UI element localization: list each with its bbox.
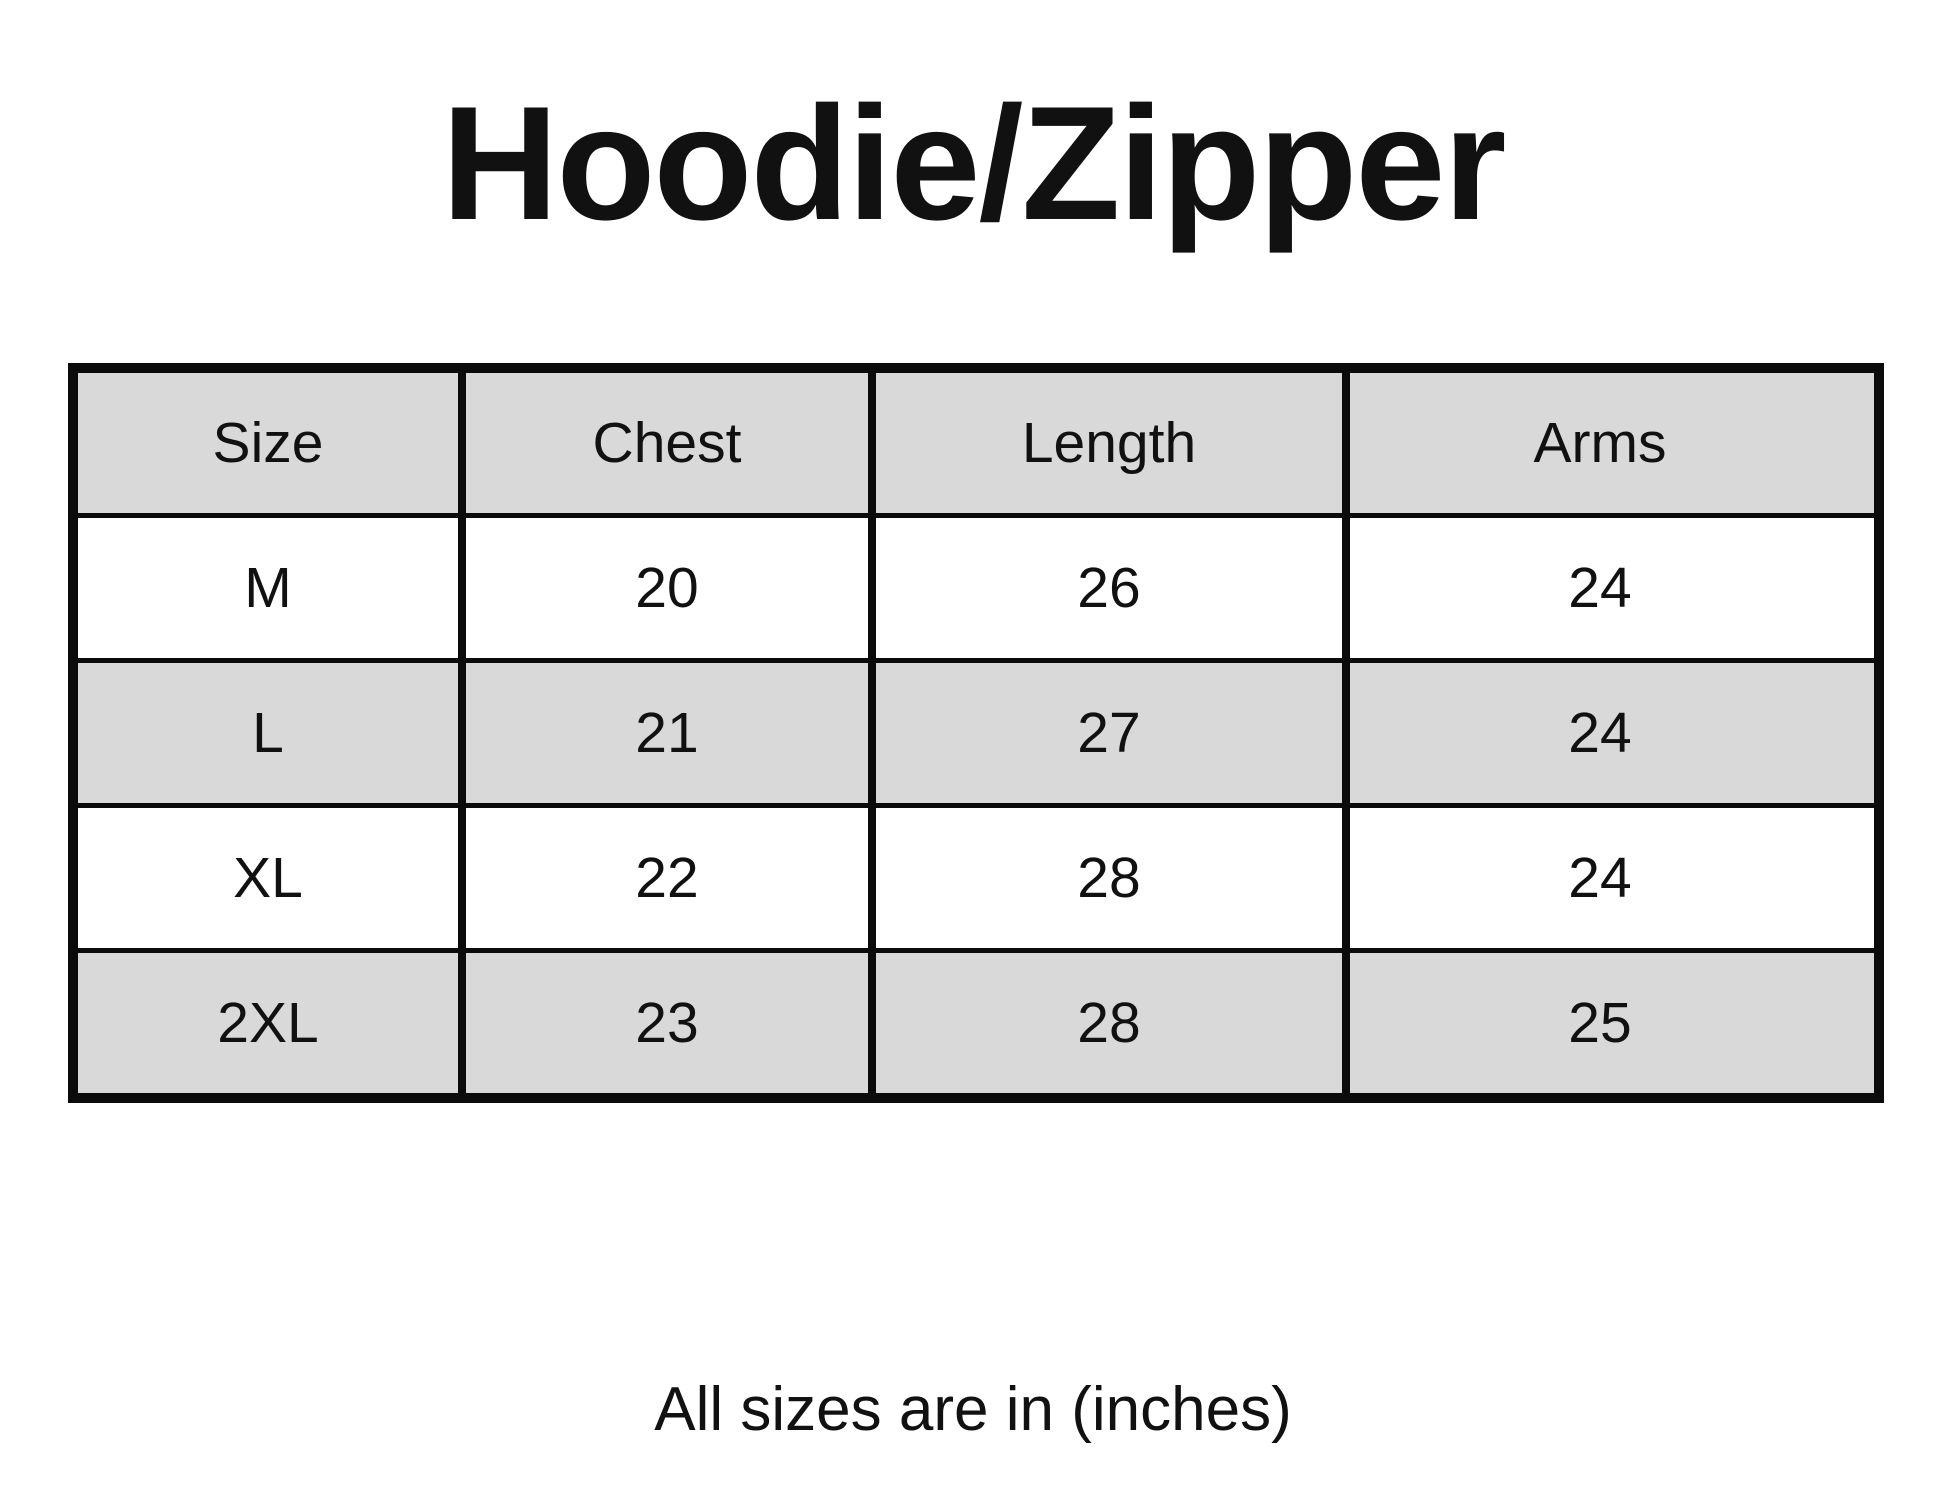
cell-xl-chest: 22 [458,808,868,948]
cell-l-chest: 21 [458,663,868,803]
header-cell-arms: Arms [1342,373,1850,513]
footer-note: All sizes are in (inches) [654,1375,1292,1444]
cell-m-chest: 20 [458,518,868,658]
cell-m-arms: 24 [1342,518,1850,658]
cell-xl-length: 28 [868,808,1342,948]
cell-m-length: 26 [868,518,1342,658]
cell-xl-size: XL [233,846,303,910]
header-cell-size: Size [212,411,324,475]
page-title: Hoodie/Zipper [441,73,1507,254]
table-row-m: M 20 26 24 [78,513,1874,658]
table-header-row: Size Chest Length Arms [78,373,1874,513]
cell-l-arms: 24 [1342,663,1850,803]
table-row-2xl: 2XL 23 28 25 [78,948,1874,1093]
header-cell-length: Length [868,373,1342,513]
cell-l-size: L [252,701,284,765]
cell-l-length: 27 [868,663,1342,803]
table-row-l: L 21 27 24 [78,658,1874,803]
cell-2xl-chest: 23 [458,953,868,1093]
cell-2xl-arms: 25 [1342,953,1850,1093]
cell-2xl-length: 28 [868,953,1342,1093]
cell-2xl-size: 2XL [217,991,319,1055]
table-row-xl: XL 22 28 24 [78,803,1874,948]
header-cell-chest: Chest [458,373,868,513]
cell-xl-arms: 24 [1342,808,1850,948]
cell-m-size: M [244,556,292,620]
size-table: Size Chest Length Arms M 20 26 24 L 21 2… [68,363,1884,1103]
